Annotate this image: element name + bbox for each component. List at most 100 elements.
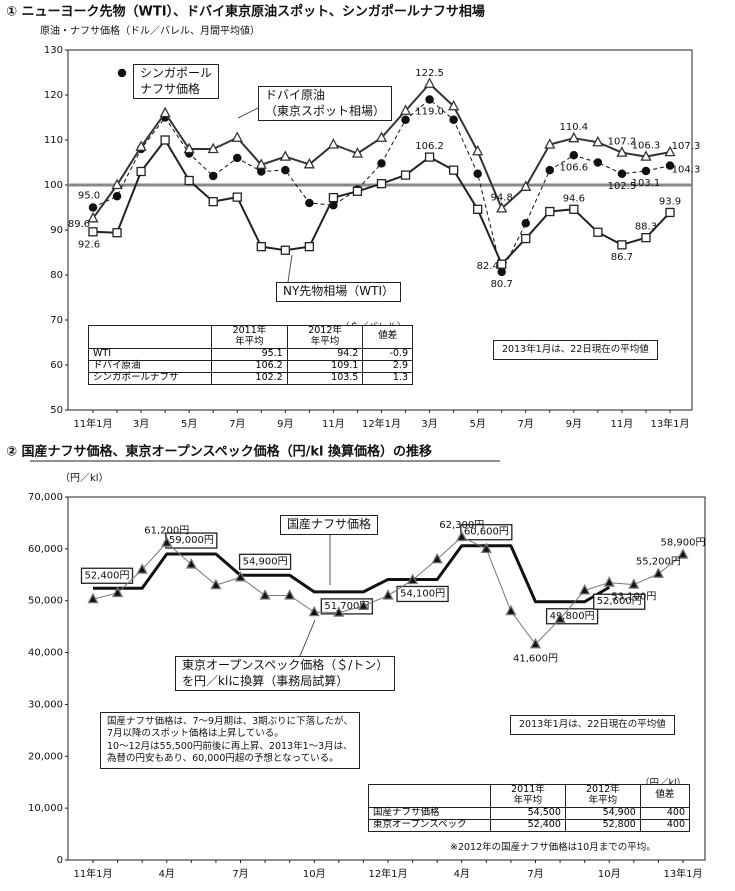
table-cell: 1.3 [362,371,413,385]
y-tick-label: 110 [44,135,63,146]
y-axis-label: 原油・ナフサ価格（ドル／バレル、月間平均値） [40,24,260,37]
data-point [231,131,243,142]
data-point [529,637,542,649]
value-label: 61,200円 [144,526,189,537]
data-point [232,153,242,163]
data-point [112,191,122,201]
data-point [210,578,222,590]
data-point [303,157,315,169]
x-tick-label: 11年1月 [73,867,112,880]
value-label: 82.4 [477,261,499,272]
leader-line [287,254,293,283]
table-header: 2011年 年平均 2012年 年平均 値差 [87,325,413,349]
data-point [425,95,434,104]
table-cell: ドバイ原油 [87,359,213,373]
y-tick-label: 90 [50,225,63,236]
data-point [259,589,271,600]
data-point [88,203,98,212]
data-point [111,178,123,190]
data-point [327,138,339,149]
data-point [375,131,388,142]
value-label: 51,700円 [324,601,369,612]
value-label: 104.3 [672,165,701,176]
x-tick-label: 11月 [611,418,634,430]
data-point [136,166,146,177]
table-cell: 東京オープンスペック [368,818,491,832]
chart-title: ① ニューヨーク先物（WTI）、ドバイ東京原油スポット、シンガポールナフサ相場 [6,4,485,20]
data-point [351,147,364,158]
data-point [183,142,195,154]
data-point [665,207,675,218]
data-point [473,204,483,214]
data-point [88,227,98,237]
value-label: 119.0 [415,107,444,118]
x-tick-label: 4月 [159,868,175,880]
data-point [333,606,345,617]
data-point [665,161,675,170]
table-cell: 国産ナフサ価格 [368,806,491,820]
data-point [136,563,148,574]
data-point [208,171,218,181]
data-point [184,175,194,186]
table-header: 2011年 年平均 2012年 年平均 値差 [368,784,691,808]
y-tick-label: 100 [44,180,63,191]
data-point [281,165,290,175]
data-point [544,138,556,149]
data-point [357,599,369,611]
data-point [641,232,651,243]
table-row: 東京オープンスペック 52,400 52,800 400 [368,818,691,832]
value-label: 60,600円 [464,527,509,538]
value-label: 58,900円 [661,538,706,549]
value-label: 49,800円 [550,611,595,622]
data-point [382,589,394,600]
data-point [352,186,363,196]
data-point [400,170,411,180]
x-tick-label: 12年1月 [362,417,401,430]
value-label: 95.0 [78,191,100,202]
x-tick-label: 7月 [232,868,248,880]
footnote: ※2012年の国産ナフサ価格は10月までの平均。 [450,842,656,853]
x-tick-label: 7月 [527,868,543,880]
leader-line [299,619,316,657]
value-label: 88.3 [635,222,657,233]
value-label: 94.8 [491,192,513,203]
x-tick-label: 13年1月 [650,417,689,430]
y-axis-label: （円／kl） [60,472,109,484]
table-unit: （円／kl） [640,778,686,790]
table-header-cell: 値差 [639,784,691,808]
data-table: 2011年 年平均 2012年 年平均 値差 国産ナフサ価格 54,500 54,900 4… [368,784,691,832]
data-point [545,165,555,175]
data-point [521,218,531,228]
value-label: 52,400円 [85,570,130,581]
table-cell: 94.2 [286,347,364,361]
data-point [569,151,579,160]
value-label-box [460,524,513,541]
table-header-cell: 2011年 年平均 [211,325,288,349]
legend-marker [117,68,127,78]
value-label: 92.6 [78,239,100,250]
table-cell: シンガポールナフサ [87,371,213,385]
value-label: 41,600円 [513,653,558,664]
data-point [520,180,532,191]
data-point [87,592,99,604]
data-table: 2011年 年平均 2012年 年平均 値差 WTI 95.1 94.2 -0.9 ドバイ原油… [87,325,413,385]
table-cell: 54,900 [564,806,641,820]
data-point [677,548,689,559]
data-point [112,586,124,598]
data-point [161,536,173,547]
data-point [616,146,628,157]
commentary: 国産ナフサ価格は、7～9月期は、3期ぶりに下落したが、 7月以降のスポット価格は… [100,712,360,770]
x-tick-label: 9月 [566,418,582,430]
data-point [87,211,99,223]
data-point [456,530,468,542]
data-point [449,115,458,125]
x-tick-label: 11年1月 [73,417,112,430]
table-cell: 52,400 [489,818,566,832]
data-point [640,150,652,161]
table-header-cell: 2012年 年平均 [286,325,364,349]
table-cell: 400 [639,818,691,832]
y-tick-label: 80 [50,270,63,281]
data-point [617,240,627,250]
data-point [480,542,492,554]
data-point [112,228,122,238]
